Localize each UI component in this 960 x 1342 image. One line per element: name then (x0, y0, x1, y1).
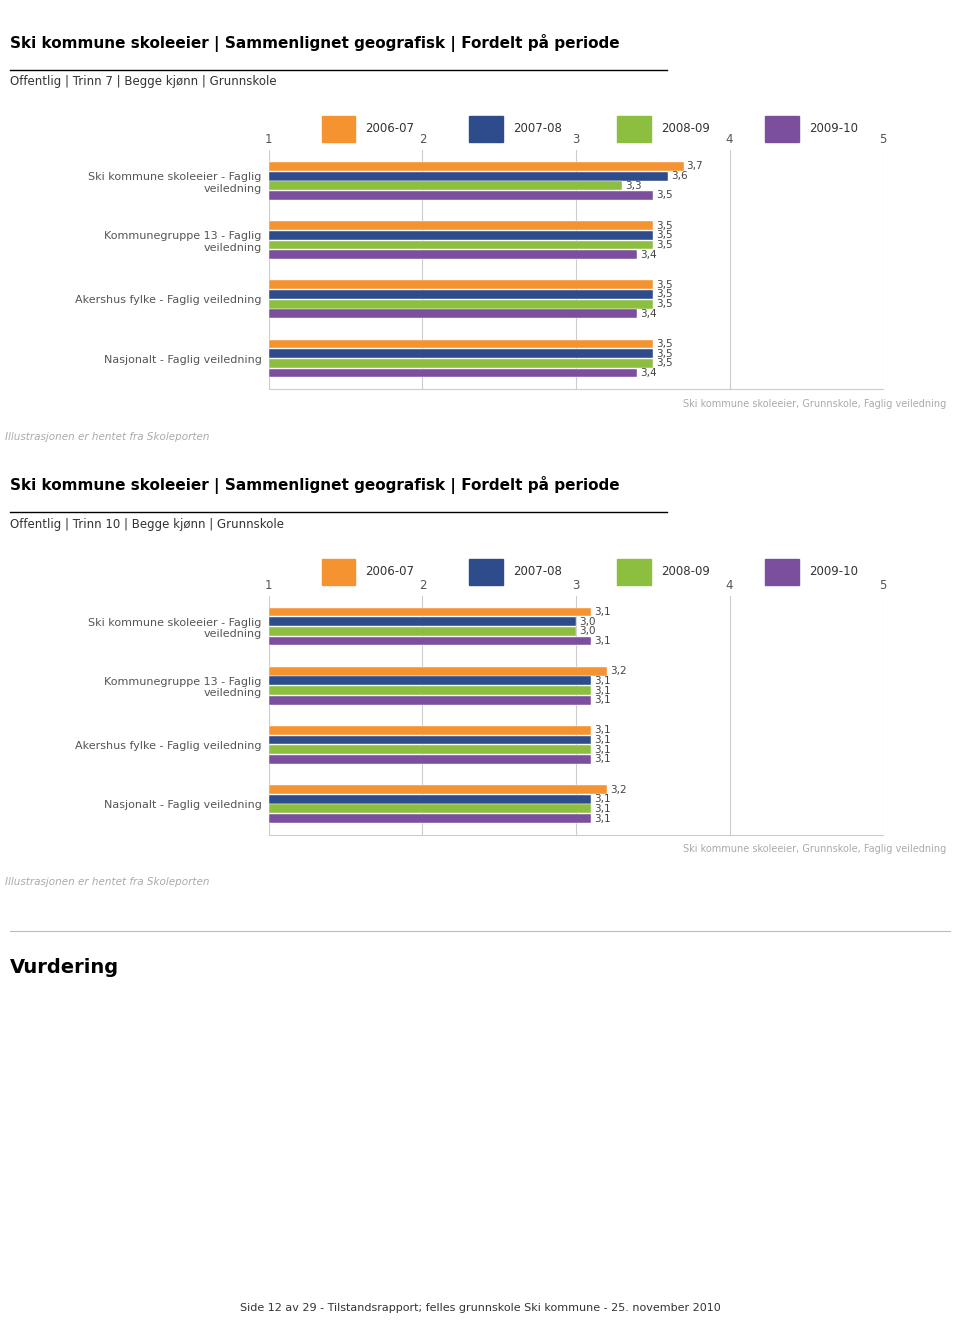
Text: 3,1: 3,1 (594, 813, 612, 824)
Bar (269, 340, 653, 349)
Text: Ski kommune skoleeier, Grunnskole, Faglig veiledning: Ski kommune skoleeier, Grunnskole, Fagli… (684, 399, 947, 409)
Bar (617, 558, 651, 585)
Bar (269, 608, 591, 616)
Bar (269, 310, 637, 318)
Text: 3,4: 3,4 (640, 309, 658, 319)
Text: 2009-10: 2009-10 (808, 122, 858, 136)
Text: 2008-09: 2008-09 (660, 565, 709, 578)
Bar (269, 794, 591, 804)
Bar (269, 250, 637, 259)
Text: 3,5: 3,5 (656, 279, 673, 290)
Bar (322, 558, 355, 585)
Text: 2006-07: 2006-07 (365, 122, 415, 136)
Text: 3,5: 3,5 (656, 340, 673, 349)
Bar (469, 115, 503, 142)
Bar (269, 627, 576, 636)
Bar (765, 558, 799, 585)
Text: 3,5: 3,5 (656, 290, 673, 299)
Text: 3,0: 3,0 (579, 617, 595, 627)
Bar (269, 172, 668, 181)
Text: 3,1: 3,1 (594, 695, 612, 706)
Bar (269, 756, 591, 764)
Bar (322, 115, 355, 142)
Text: 3,1: 3,1 (594, 607, 612, 617)
Text: Ski kommune skoleeier | Sammenlignet geografisk | Fordelt på periode: Ski kommune skoleeier | Sammenlignet geo… (10, 34, 619, 51)
Bar (269, 369, 637, 377)
Bar (269, 358, 653, 368)
Text: Ski kommune skoleeier | Sammenlignet geografisk | Fordelt på periode: Ski kommune skoleeier | Sammenlignet geo… (10, 476, 619, 494)
Text: 3,1: 3,1 (594, 735, 612, 745)
Bar (765, 115, 799, 142)
Bar (269, 617, 576, 627)
Text: 2007-08: 2007-08 (513, 122, 562, 136)
Text: 3,4: 3,4 (640, 250, 658, 260)
Text: 3,5: 3,5 (656, 191, 673, 200)
Text: 2008-09: 2008-09 (660, 122, 709, 136)
Text: 3,2: 3,2 (610, 666, 627, 676)
Text: 3,0: 3,0 (579, 627, 595, 636)
Text: Offentlig | Trinn 7 | Begge kjønn | Grunnskole: Offentlig | Trinn 7 | Begge kjønn | Grun… (10, 75, 276, 89)
Bar (269, 240, 653, 250)
Text: 3,2: 3,2 (610, 785, 627, 794)
Bar (469, 558, 503, 585)
Text: 3,1: 3,1 (594, 745, 612, 754)
Text: 3,5: 3,5 (656, 349, 673, 358)
Bar (269, 735, 591, 745)
Text: 3,1: 3,1 (594, 725, 612, 735)
Bar (269, 191, 653, 200)
Bar (269, 745, 591, 754)
Text: 3,1: 3,1 (594, 686, 612, 695)
Bar (617, 115, 651, 142)
Text: Illustrasjonen er hentet fra Skoleporten: Illustrasjonen er hentet fra Skoleporten (5, 878, 209, 887)
Bar (269, 349, 653, 358)
Bar (269, 686, 591, 695)
Text: 3,5: 3,5 (656, 240, 673, 250)
Text: 3,3: 3,3 (625, 181, 642, 191)
Text: 2006-07: 2006-07 (365, 565, 415, 578)
Bar (269, 162, 684, 170)
Text: 3,7: 3,7 (686, 161, 704, 172)
Bar (269, 676, 591, 686)
Text: 3,5: 3,5 (656, 358, 673, 368)
Bar (269, 231, 653, 240)
Bar (269, 290, 653, 299)
Text: 2009-10: 2009-10 (808, 565, 858, 578)
Bar (269, 636, 591, 646)
Text: 3,1: 3,1 (594, 636, 612, 646)
Bar (269, 667, 607, 675)
Bar (269, 815, 591, 823)
Text: 3,5: 3,5 (656, 299, 673, 309)
Bar (269, 221, 653, 229)
Text: 3,4: 3,4 (640, 368, 658, 378)
Text: 3,1: 3,1 (594, 676, 612, 686)
Bar (269, 726, 591, 735)
Bar (269, 299, 653, 309)
Text: 3,1: 3,1 (594, 754, 612, 765)
Bar (269, 785, 607, 794)
Text: 3,6: 3,6 (671, 172, 688, 181)
Text: Vurdering: Vurdering (10, 958, 119, 977)
Text: 2007-08: 2007-08 (513, 565, 562, 578)
Text: 3,5: 3,5 (656, 231, 673, 240)
Text: Offentlig | Trinn 10 | Begge kjønn | Grunnskole: Offentlig | Trinn 10 | Begge kjønn | Gru… (10, 518, 283, 531)
Text: 3,1: 3,1 (594, 804, 612, 813)
Bar (269, 181, 622, 191)
Bar (269, 280, 653, 290)
Text: 3,5: 3,5 (656, 220, 673, 231)
Bar (269, 695, 591, 705)
Bar (269, 804, 591, 813)
Text: Ski kommune skoleeier, Grunnskole, Faglig veiledning: Ski kommune skoleeier, Grunnskole, Fagli… (684, 844, 947, 855)
Text: Side 12 av 29 - Tilstandsrapport; felles grunnskole Ski kommune - 25. november 2: Side 12 av 29 - Tilstandsrapport; felles… (240, 1303, 720, 1314)
Text: 3,1: 3,1 (594, 794, 612, 804)
Text: Illustrasjonen er hentet fra Skoleporten: Illustrasjonen er hentet fra Skoleporten (5, 432, 209, 442)
